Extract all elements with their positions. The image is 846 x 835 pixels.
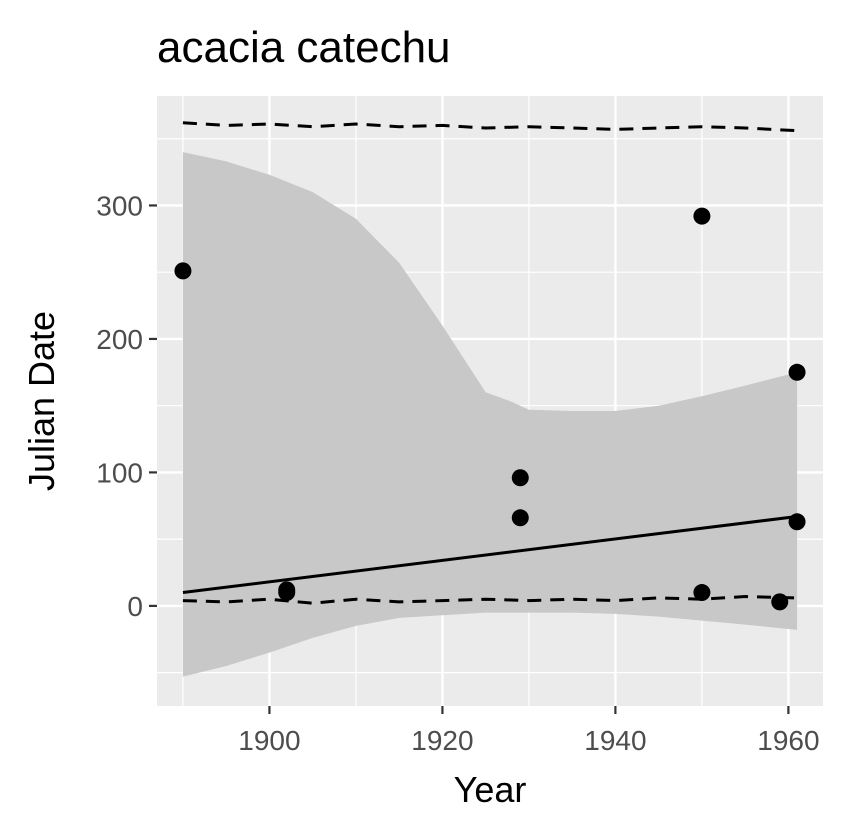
data-point (771, 593, 789, 611)
y-tick-label: 200 (96, 324, 143, 355)
x-axis-title: Year (454, 769, 527, 810)
data-point (174, 262, 192, 280)
x-tick-label: 1900 (238, 725, 300, 756)
data-point (788, 363, 806, 381)
confidence-band (182, 152, 798, 677)
y-axis-title: Julian Date (21, 311, 62, 491)
chart-title: acacia catechu (157, 23, 451, 72)
y-axis: 0 100 200 300 (96, 190, 157, 622)
x-axis: 1900 1920 1940 1960 (238, 706, 820, 756)
x-tick-label: 1920 (411, 725, 473, 756)
data-point (693, 584, 711, 602)
quantile-lines (182, 121, 798, 605)
y-tick-label: 100 (96, 457, 143, 488)
data-point (511, 509, 529, 527)
y-tick-label: 0 (127, 591, 143, 622)
data-point (511, 469, 529, 487)
data-point (788, 513, 806, 531)
data-point (278, 584, 296, 602)
data-point (693, 207, 711, 225)
x-tick-label: 1940 (584, 725, 646, 756)
quantile-line (182, 594, 798, 605)
data-points (174, 207, 806, 611)
y-tick-label: 300 (96, 190, 143, 221)
quantile-line (182, 121, 798, 133)
trend-line (182, 514, 798, 595)
x-tick-label: 1960 (757, 725, 819, 756)
